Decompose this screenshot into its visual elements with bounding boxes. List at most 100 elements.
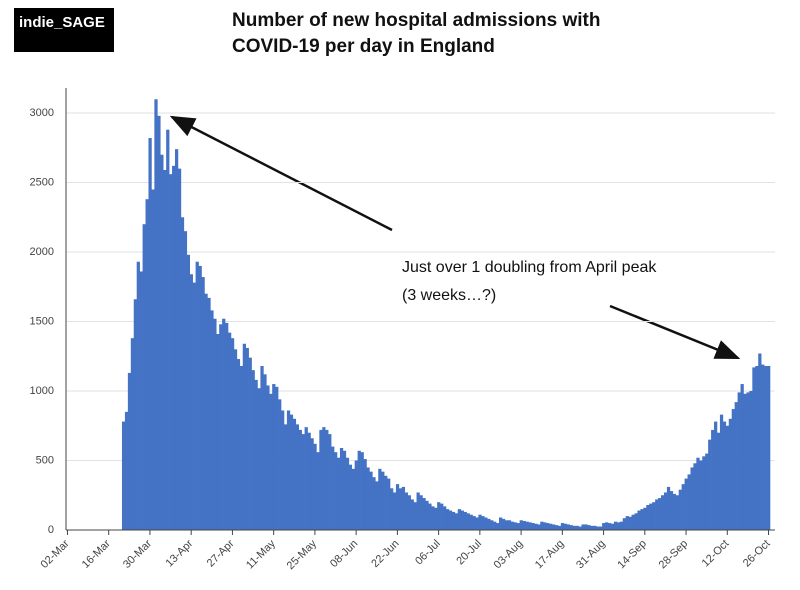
bar — [219, 324, 223, 530]
bar — [525, 521, 529, 530]
bar — [469, 514, 473, 530]
bar — [242, 343, 246, 530]
bar — [233, 349, 238, 530]
bar — [643, 507, 647, 530]
x-tick-label: 31-Aug — [574, 538, 608, 572]
bar — [522, 520, 526, 530]
bar — [310, 438, 314, 530]
bar — [254, 379, 258, 530]
bar — [425, 500, 429, 530]
bar — [466, 513, 470, 530]
bar — [607, 523, 612, 530]
bar — [428, 503, 432, 530]
bar — [239, 365, 244, 530]
bar — [289, 414, 294, 530]
bar — [384, 475, 388, 530]
bar — [711, 429, 715, 530]
bar — [357, 450, 361, 530]
bar — [610, 523, 615, 530]
bar — [166, 129, 170, 530]
bar — [734, 402, 738, 530]
bar — [375, 481, 379, 530]
bar — [658, 498, 662, 530]
bar — [761, 364, 765, 530]
bar — [245, 347, 249, 530]
bar — [661, 495, 665, 530]
y-tick-label: 1000 — [30, 385, 54, 397]
bar — [749, 391, 753, 530]
bar — [366, 467, 370, 530]
bar — [404, 492, 408, 530]
bar — [454, 513, 459, 530]
bar — [198, 265, 202, 530]
bar — [746, 392, 750, 530]
bar — [507, 520, 512, 530]
chart-title: Number of new hospital admissions with C… — [232, 10, 601, 57]
bar — [121, 421, 126, 530]
bar — [484, 517, 488, 530]
bar — [487, 518, 491, 530]
bar — [148, 138, 152, 531]
bar — [195, 261, 199, 530]
bar — [457, 509, 462, 530]
y-tick-label: 2500 — [30, 176, 54, 188]
logo: indie_SAGE — [14, 8, 114, 52]
bar — [278, 399, 282, 530]
x-tick-label: 25-May — [285, 537, 320, 572]
bar — [722, 421, 727, 530]
bar — [213, 318, 217, 530]
bar — [342, 450, 347, 530]
x-tick-label: 26-Oct — [741, 538, 773, 570]
bar — [478, 514, 482, 530]
x-tick-label: 13-Apr — [164, 537, 196, 569]
bar — [313, 443, 317, 530]
bar — [666, 486, 671, 530]
bar — [272, 384, 276, 530]
bar — [740, 384, 744, 530]
bar — [590, 525, 594, 530]
bar — [236, 359, 241, 530]
bar — [504, 520, 509, 530]
bar — [431, 506, 435, 530]
bar — [328, 434, 332, 530]
bar — [575, 525, 579, 530]
bar — [655, 499, 659, 530]
bar — [228, 332, 232, 530]
bar — [295, 424, 300, 530]
bar — [569, 525, 573, 530]
x-tick-label: 20-Jul — [454, 538, 484, 568]
bar — [372, 477, 376, 530]
bar — [207, 297, 211, 530]
bar — [304, 427, 308, 530]
bar — [354, 460, 358, 530]
bar — [584, 524, 588, 530]
bar — [628, 516, 632, 530]
bar — [631, 514, 635, 530]
bar — [416, 492, 420, 530]
bar — [201, 277, 205, 530]
bar — [298, 429, 302, 530]
bar — [210, 310, 214, 530]
bar — [705, 453, 709, 530]
bar — [440, 503, 444, 530]
bar — [728, 418, 733, 530]
bar — [543, 522, 547, 530]
x-tick-label: 11-May — [244, 537, 278, 571]
bar — [407, 495, 411, 530]
bar — [142, 224, 146, 530]
bar — [554, 525, 559, 530]
bar — [251, 370, 255, 530]
bar — [637, 510, 641, 530]
bar — [307, 432, 311, 530]
bar — [422, 498, 426, 530]
bar — [510, 521, 515, 530]
bar — [463, 511, 467, 530]
bar — [225, 322, 229, 530]
x-tick-label: 14-Sep — [615, 538, 649, 572]
bar — [566, 524, 570, 530]
bar — [625, 516, 629, 530]
bar — [177, 168, 182, 531]
y-tick-label: 2000 — [30, 246, 54, 258]
bar — [160, 154, 164, 530]
